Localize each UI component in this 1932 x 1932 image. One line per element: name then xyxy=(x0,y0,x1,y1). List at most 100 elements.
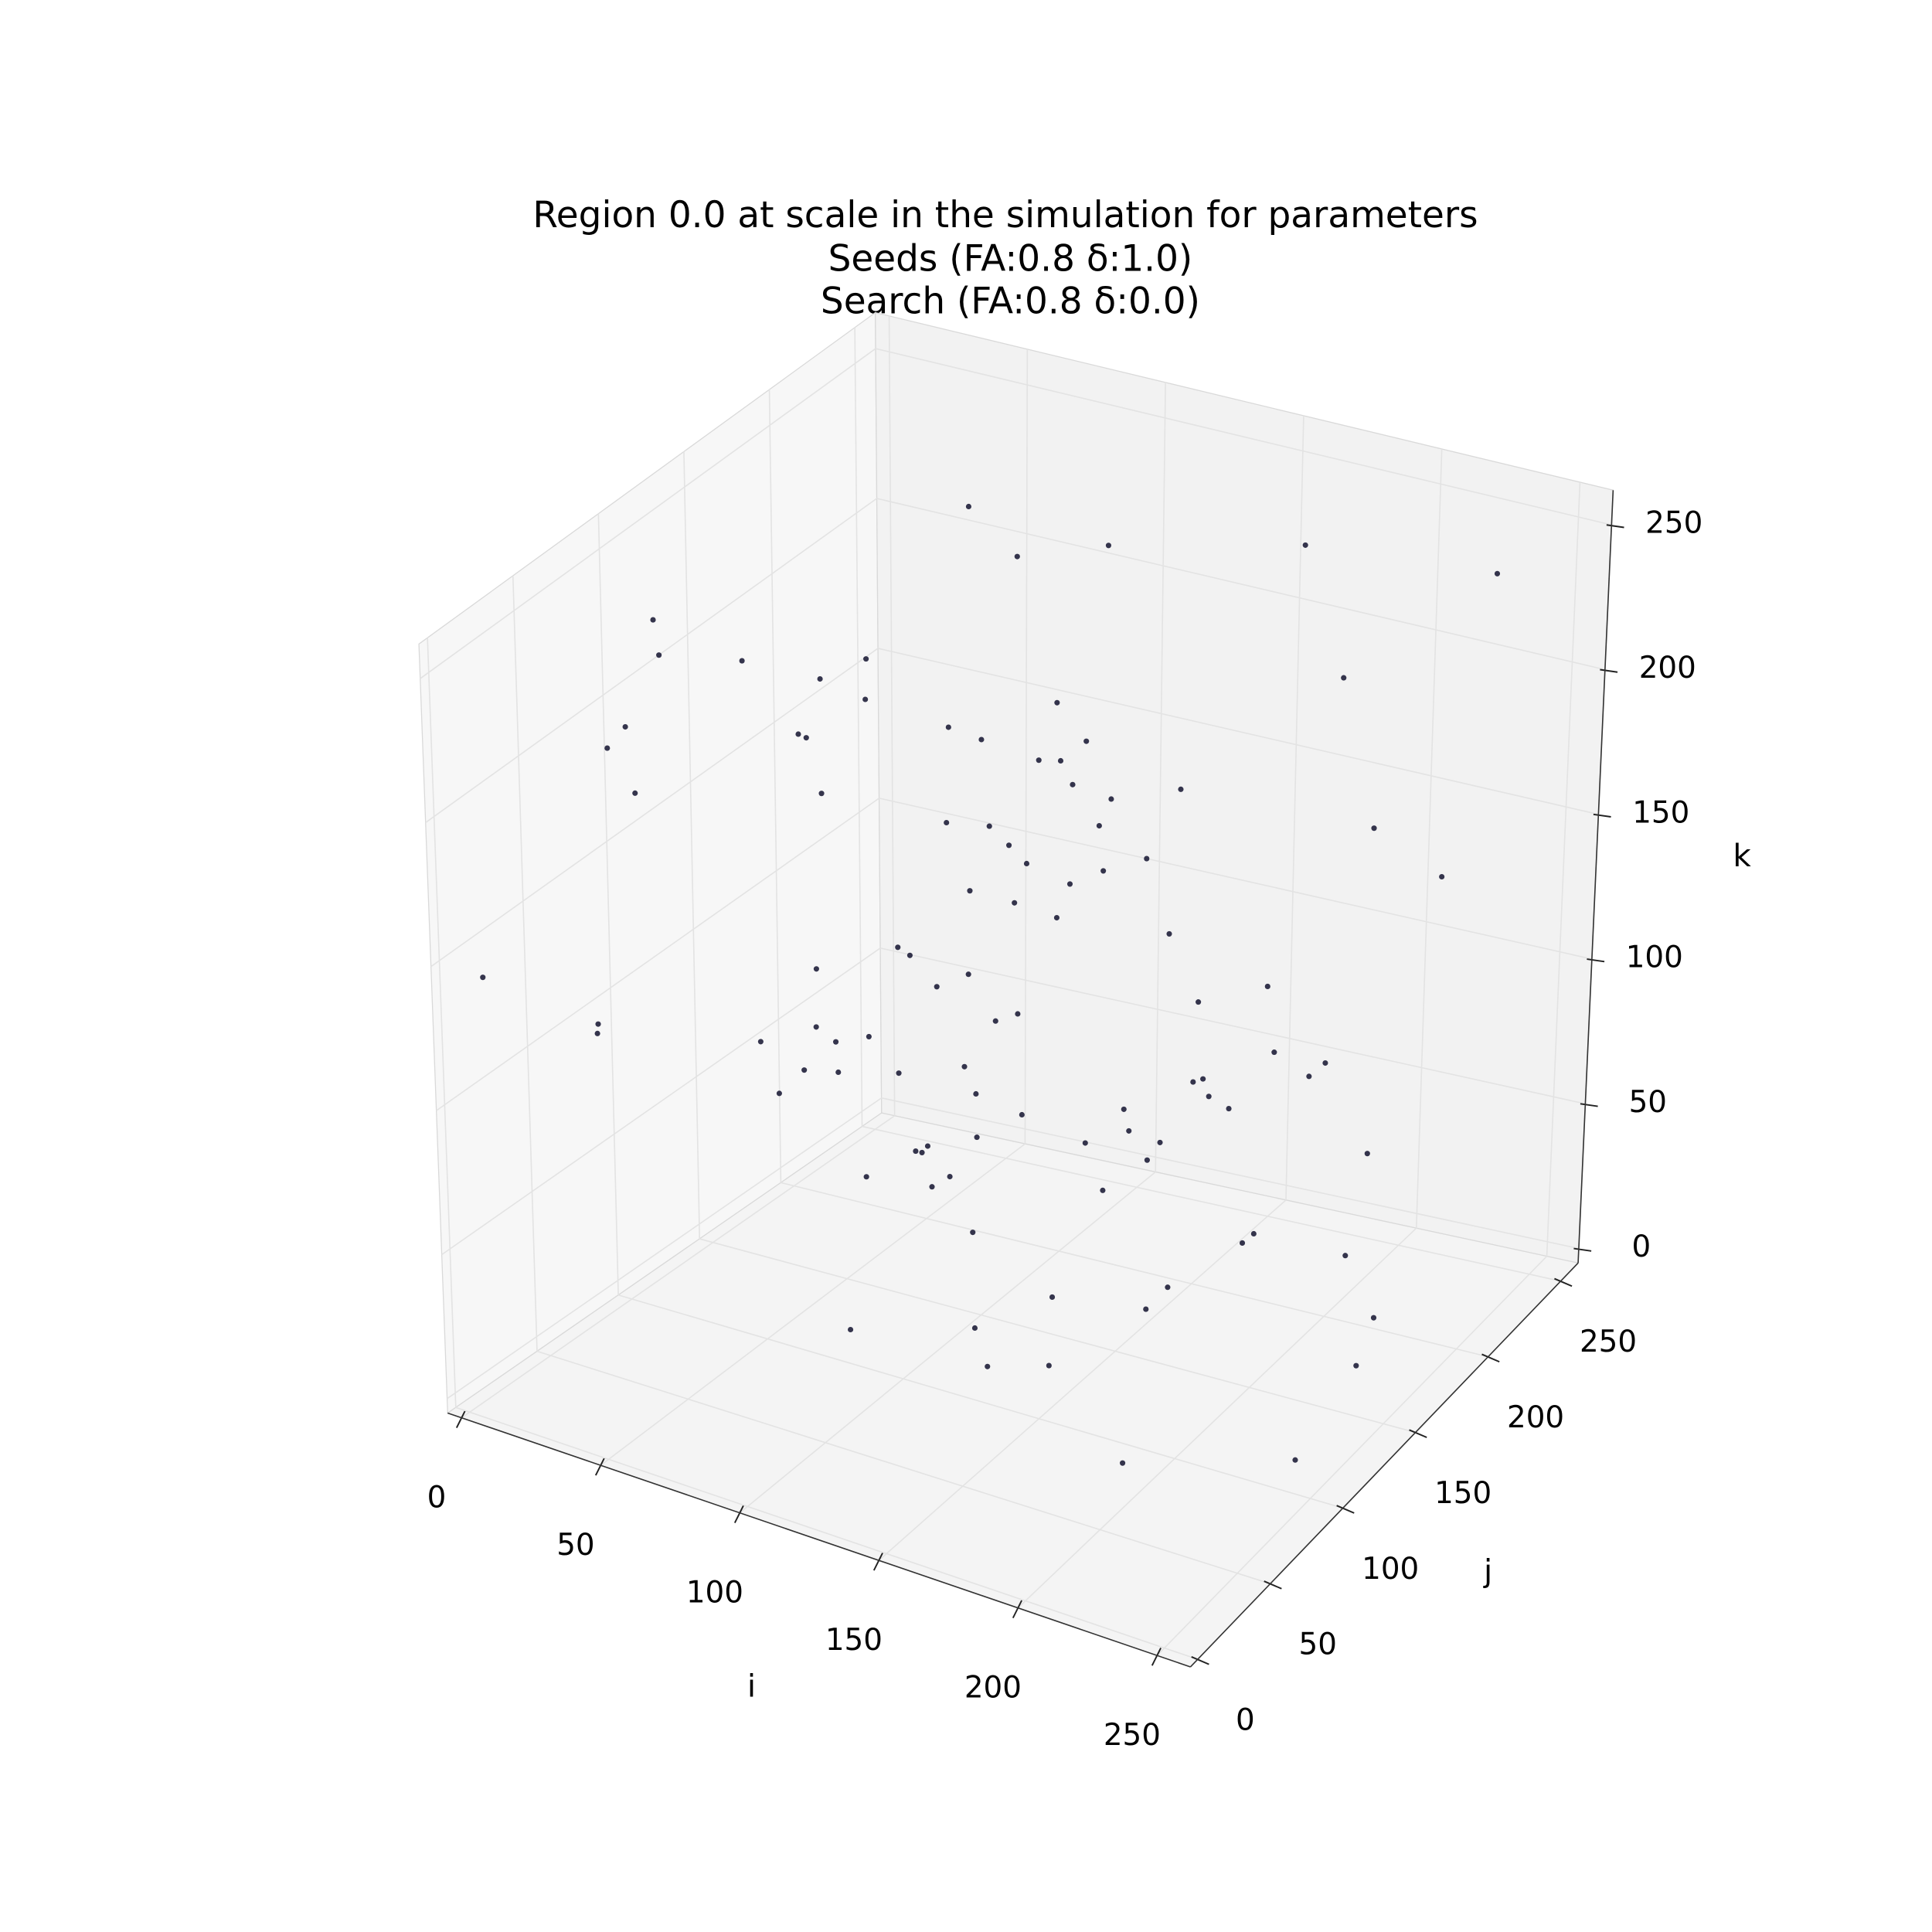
x-axis-label: i xyxy=(747,1667,756,1704)
x-tick xyxy=(733,1505,744,1524)
point xyxy=(906,952,913,958)
point xyxy=(992,1018,998,1024)
point xyxy=(803,735,809,741)
point xyxy=(1121,1106,1127,1112)
y-axis xyxy=(1189,1262,1579,1668)
point xyxy=(1226,1106,1232,1112)
y-tick-label: 0 xyxy=(1236,1703,1255,1738)
point xyxy=(961,1063,968,1070)
point xyxy=(1144,1157,1150,1163)
grid-line xyxy=(436,798,880,1111)
y-tick xyxy=(1191,1656,1209,1665)
point xyxy=(835,1069,842,1076)
grid-line xyxy=(768,389,782,1183)
point xyxy=(978,736,985,743)
point xyxy=(1083,738,1090,744)
point xyxy=(1322,1060,1328,1066)
point xyxy=(832,1039,839,1045)
point xyxy=(1082,1140,1088,1146)
x-tick xyxy=(1151,1648,1162,1666)
grid-line xyxy=(430,648,879,968)
point xyxy=(1046,1362,1052,1369)
z-tick xyxy=(1580,1103,1598,1107)
point xyxy=(965,503,971,510)
point xyxy=(973,1090,979,1097)
grid-line xyxy=(597,513,619,1295)
grid-line xyxy=(879,947,1586,1105)
grid-line xyxy=(875,348,1612,526)
point xyxy=(1494,570,1501,577)
point xyxy=(594,1030,600,1036)
z-tick xyxy=(1600,668,1618,673)
point xyxy=(1364,1151,1370,1157)
point xyxy=(1012,900,1018,906)
y-tick-label: 150 xyxy=(1434,1476,1492,1511)
point xyxy=(1126,1128,1132,1134)
grid-line xyxy=(447,1097,883,1400)
point xyxy=(1166,930,1172,937)
point xyxy=(1439,873,1445,880)
x-tick-label: 150 xyxy=(825,1623,883,1658)
point xyxy=(595,1021,601,1027)
grid-line xyxy=(876,498,1606,671)
point xyxy=(924,1143,931,1149)
point xyxy=(1057,757,1064,764)
z-tick-label: 100 xyxy=(1626,940,1683,975)
point xyxy=(1023,860,1030,867)
point xyxy=(1015,1011,1021,1017)
point xyxy=(1271,1049,1277,1056)
point xyxy=(848,1326,854,1333)
grid-line xyxy=(1156,1256,1548,1656)
point xyxy=(757,1039,764,1045)
y-tick xyxy=(1409,1429,1427,1438)
point xyxy=(1206,1094,1212,1100)
y-tick-label: 200 xyxy=(1507,1400,1564,1435)
grid-line xyxy=(854,327,863,1127)
point xyxy=(776,1090,782,1097)
y-tick xyxy=(1336,1505,1355,1514)
point xyxy=(1120,1460,1126,1466)
point xyxy=(985,1363,991,1369)
grid-line xyxy=(781,1182,1488,1358)
grid-line xyxy=(879,798,1593,960)
point xyxy=(863,656,869,662)
point xyxy=(632,790,638,796)
point xyxy=(1239,1240,1246,1247)
grid-line xyxy=(888,315,896,1116)
grid-line xyxy=(1024,349,1029,1145)
point xyxy=(1036,757,1042,764)
point xyxy=(1157,1139,1163,1145)
point xyxy=(1165,1284,1171,1291)
grid-line xyxy=(878,1199,1287,1561)
point xyxy=(934,984,940,990)
point xyxy=(1144,855,1150,862)
point xyxy=(929,1184,935,1190)
z-tick-label: 250 xyxy=(1645,506,1702,541)
x-tick-label: 250 xyxy=(1104,1718,1161,1753)
point xyxy=(1250,1230,1257,1237)
x-tick-label: 100 xyxy=(686,1575,743,1610)
point xyxy=(1306,1073,1312,1080)
z-tick xyxy=(1593,813,1611,818)
point xyxy=(913,1148,919,1155)
point xyxy=(1190,1079,1196,1085)
point xyxy=(970,1230,976,1236)
point xyxy=(656,652,662,658)
point xyxy=(739,658,745,664)
point xyxy=(1302,542,1308,548)
grid-line xyxy=(1285,415,1304,1200)
x-tick xyxy=(1012,1600,1022,1619)
point xyxy=(650,617,656,623)
grid-line xyxy=(600,1143,1026,1466)
point xyxy=(1371,825,1377,832)
y-tick-label: 50 xyxy=(1299,1628,1337,1662)
point xyxy=(1353,1362,1359,1369)
z-tick xyxy=(1573,1247,1592,1252)
grid-line xyxy=(1017,1227,1417,1609)
grid-line xyxy=(1415,448,1443,1229)
y-tick xyxy=(1264,1580,1282,1590)
point xyxy=(1342,1253,1349,1259)
point xyxy=(945,724,951,730)
